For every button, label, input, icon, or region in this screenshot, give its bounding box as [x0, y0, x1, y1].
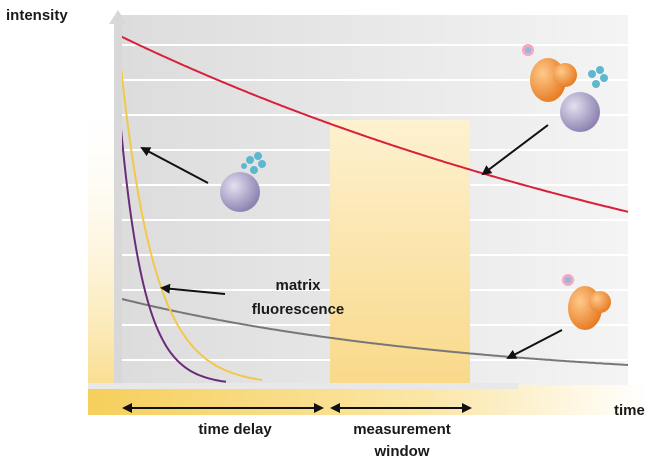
free-donor	[220, 152, 266, 212]
fret-complex	[522, 44, 608, 132]
time-band	[88, 385, 648, 415]
pointer-arrow	[481, 124, 549, 176]
pointer-arrow	[140, 147, 209, 184]
x-axis	[88, 383, 518, 389]
curves	[117, 34, 629, 383]
matrix-curve	[117, 297, 629, 366]
matrix-label: fluorescence	[252, 301, 345, 318]
donor-curve	[117, 37, 263, 381]
y-axis-arrow	[109, 10, 127, 24]
x-axis-label: time	[614, 402, 645, 419]
y-axis	[114, 22, 122, 387]
fret-signal-curve	[117, 34, 629, 213]
free-acceptor	[562, 274, 611, 330]
measurement-window	[330, 120, 470, 385]
time-delay-label: time delay	[198, 421, 272, 438]
pointer-arrow	[160, 283, 226, 295]
window-label: window	[374, 443, 430, 460]
window-label: measurement	[353, 421, 451, 438]
short-curve	[117, 94, 227, 383]
matrix-label: matrix	[275, 277, 321, 294]
pointer-arrow	[506, 329, 563, 359]
y-axis-label: intensity	[6, 7, 68, 24]
